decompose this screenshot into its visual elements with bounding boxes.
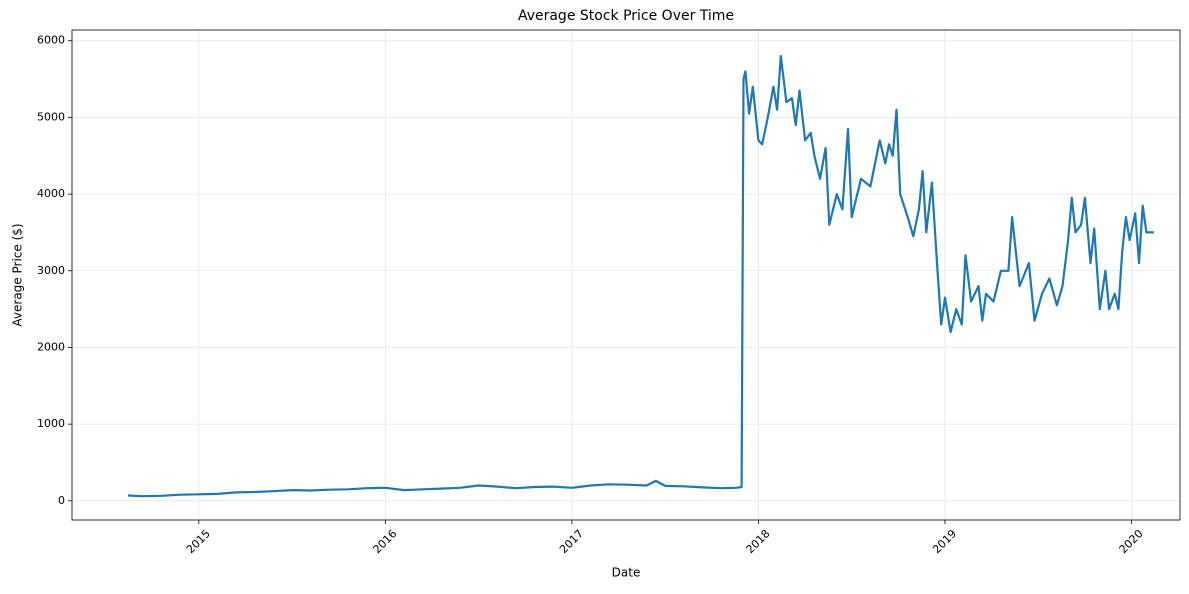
x-tick-label: 2019 xyxy=(930,527,959,556)
plot-frame xyxy=(71,29,1181,521)
y-axis-label: Average Price ($) xyxy=(11,223,25,326)
price-line xyxy=(127,55,1154,498)
x-tick-label: 2020 xyxy=(1117,527,1146,556)
x-tick-label: 2015 xyxy=(184,527,213,556)
chart-title: Average Stock Price Over Time xyxy=(518,8,734,24)
y-tick-label: 0 xyxy=(58,494,65,507)
x-tick-label: 2016 xyxy=(371,527,400,556)
x-tick-label: 2018 xyxy=(744,527,773,556)
y-tick-label: 1000 xyxy=(37,417,65,430)
x-tick-label: 2017 xyxy=(557,527,586,556)
y-tick-label: 2000 xyxy=(37,340,65,353)
y-tick-label: 6000 xyxy=(37,34,65,47)
y-tick-label: 4000 xyxy=(37,187,65,200)
y-tick-label: 3000 xyxy=(37,264,65,277)
x-axis-label: Date xyxy=(612,566,641,580)
y-tick-label: 5000 xyxy=(37,110,65,123)
